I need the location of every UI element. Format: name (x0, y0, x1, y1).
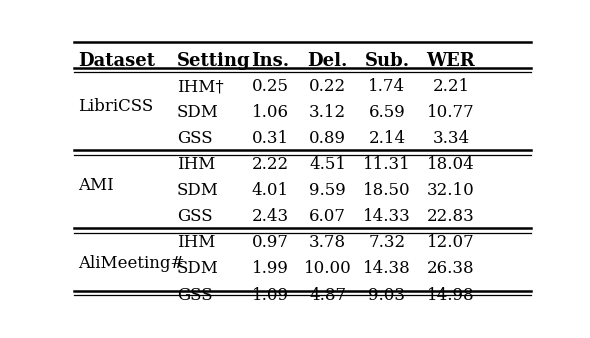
Text: 3.34: 3.34 (432, 130, 470, 147)
Text: AMI: AMI (78, 176, 114, 193)
Text: IHM: IHM (176, 235, 215, 251)
Text: 14.33: 14.33 (363, 209, 411, 225)
Text: 14.38: 14.38 (363, 261, 411, 277)
Text: LibriCSS: LibriCSS (78, 98, 153, 115)
Text: 12.07: 12.07 (427, 235, 475, 251)
Text: 0.22: 0.22 (309, 78, 346, 95)
Text: 9.59: 9.59 (309, 183, 346, 199)
Text: 2.43: 2.43 (252, 209, 289, 225)
Text: 10.77: 10.77 (427, 104, 475, 121)
Text: 3.78: 3.78 (309, 235, 346, 251)
Text: 0.89: 0.89 (309, 130, 346, 147)
Text: SDM: SDM (176, 104, 218, 121)
Text: 0.25: 0.25 (252, 78, 289, 95)
Text: 14.98: 14.98 (427, 287, 475, 304)
Text: 18.04: 18.04 (427, 156, 475, 173)
Text: 4.01: 4.01 (252, 183, 289, 199)
Text: 26.38: 26.38 (427, 261, 475, 277)
Text: Ins.: Ins. (251, 52, 290, 70)
Text: 22.83: 22.83 (427, 209, 475, 225)
Text: 4.51: 4.51 (309, 156, 346, 173)
Text: 0.97: 0.97 (252, 235, 289, 251)
Text: 2.14: 2.14 (368, 130, 405, 147)
Text: 1.74: 1.74 (368, 78, 405, 95)
Text: 2.21: 2.21 (432, 78, 470, 95)
Text: IHM: IHM (176, 156, 215, 173)
Text: 1.09: 1.09 (252, 287, 289, 304)
Text: 11.31: 11.31 (363, 156, 411, 173)
Text: SDM: SDM (176, 261, 218, 277)
Text: 2.22: 2.22 (252, 156, 289, 173)
Text: GSS: GSS (176, 130, 212, 147)
Text: 6.59: 6.59 (369, 104, 405, 121)
Text: 10.00: 10.00 (304, 261, 352, 277)
Text: 0.31: 0.31 (252, 130, 289, 147)
Text: 1.99: 1.99 (252, 261, 289, 277)
Text: Dataset: Dataset (78, 52, 155, 70)
Text: GSS: GSS (176, 287, 212, 304)
Text: 32.10: 32.10 (427, 183, 475, 199)
Text: 4.87: 4.87 (309, 287, 346, 304)
Text: Del.: Del. (307, 52, 348, 70)
Text: 7.32: 7.32 (368, 235, 405, 251)
Text: SDM: SDM (176, 183, 218, 199)
Text: 18.50: 18.50 (363, 183, 411, 199)
Text: Setting: Setting (176, 52, 250, 70)
Text: 3.12: 3.12 (309, 104, 346, 121)
Text: GSS: GSS (176, 209, 212, 225)
Text: WER: WER (427, 52, 476, 70)
Text: AliMeeting#: AliMeeting# (78, 255, 185, 271)
Text: 9.03: 9.03 (369, 287, 405, 304)
Text: IHM†: IHM† (176, 78, 224, 95)
Text: 1.06: 1.06 (252, 104, 289, 121)
Text: 6.07: 6.07 (309, 209, 346, 225)
Text: Sub.: Sub. (365, 52, 409, 70)
